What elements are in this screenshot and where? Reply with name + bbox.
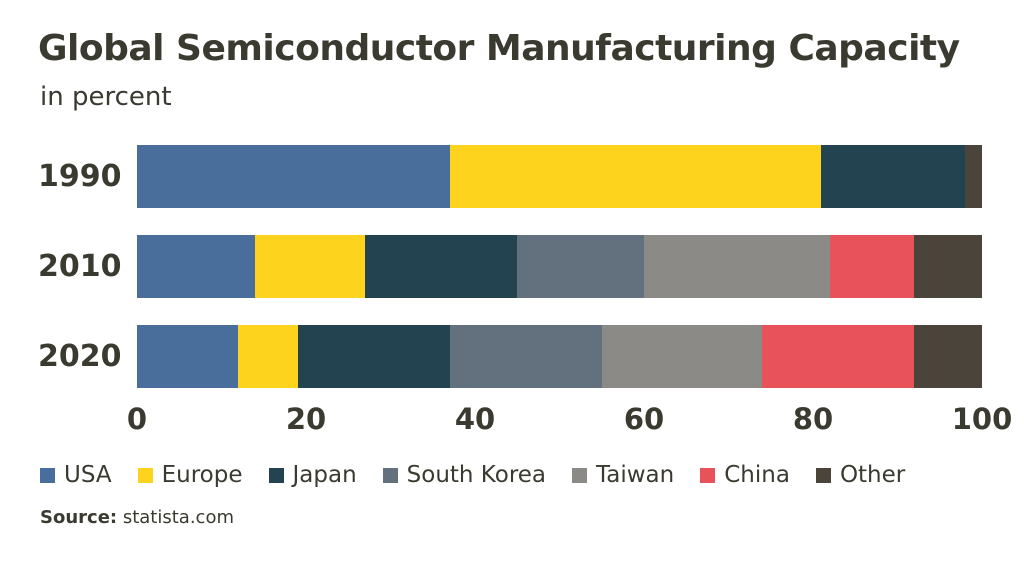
legend-item: Other: [815, 462, 906, 488]
bar-2020-japan: [297, 325, 450, 388]
source-label: Source:: [40, 507, 118, 528]
legend-label: Japan: [292, 462, 357, 488]
bar-2020-usa: [137, 325, 239, 388]
legend-swatch: [40, 467, 55, 483]
bar-1990-usa: [137, 145, 450, 208]
bar-2020-taiwan: [601, 325, 763, 388]
x-tick-label: 100: [951, 402, 1013, 436]
bar-2020-other: [914, 325, 982, 388]
x-tick-label: 80: [792, 402, 834, 436]
bar-2010-europe: [255, 235, 366, 298]
bar-2010-japan: [365, 235, 518, 298]
legend-item: Taiwan: [572, 462, 674, 488]
bar-2010-usa: [137, 235, 256, 298]
y-tick-label: 2010: [38, 249, 122, 284]
legend-swatch: [137, 467, 153, 483]
bar-2010-taiwan: [644, 235, 830, 298]
legend: USA Europe Japan South Korea Taiwan China Othe…: [40, 462, 931, 488]
legend-item: South Korea: [382, 462, 547, 488]
legend-label: Europe: [161, 462, 243, 488]
legend-item: China: [700, 462, 790, 488]
x-tick-label: 40: [454, 402, 496, 436]
legend-swatch: [815, 467, 831, 483]
legend-label: South Korea: [406, 462, 547, 488]
legend-item: Japan: [268, 462, 357, 488]
x-tick-label: 20: [285, 402, 327, 436]
bar-1990-japan: [821, 145, 966, 208]
legend-label: Taiwan: [596, 462, 675, 488]
bar-2010-other: [914, 235, 982, 298]
bar-2010-china: [829, 235, 915, 298]
bar-2020-china: [762, 325, 915, 388]
legend-swatch: [382, 467, 398, 483]
source-text: statista.com: [122, 507, 234, 528]
y-tick-label: 1990: [38, 159, 122, 194]
legend-label: Other: [839, 462, 906, 488]
chart-title: Global Semiconductor Manufacturing Capac…: [38, 28, 960, 69]
legend-swatch: [700, 467, 716, 483]
bar-2020-europe: [238, 325, 298, 388]
bar-1990-other: [965, 145, 982, 208]
chart-subtitle: in percent: [40, 82, 172, 112]
bar-2020-south-korea: [449, 325, 602, 388]
legend-swatch: [572, 467, 588, 483]
legend-item: USA: [40, 462, 112, 488]
legend-label: USA: [64, 462, 112, 488]
x-tick-label: 60: [623, 402, 665, 436]
source-note: Source: statista.com: [40, 507, 234, 528]
bar-2010-south-korea: [517, 235, 644, 298]
legend-swatch: [268, 467, 284, 483]
legend-item: Europe: [137, 462, 243, 488]
y-tick-label: 2020: [38, 339, 122, 374]
bar-1990-europe: [449, 145, 822, 208]
x-tick-label: 0: [126, 402, 148, 436]
legend-label: China: [724, 462, 790, 488]
